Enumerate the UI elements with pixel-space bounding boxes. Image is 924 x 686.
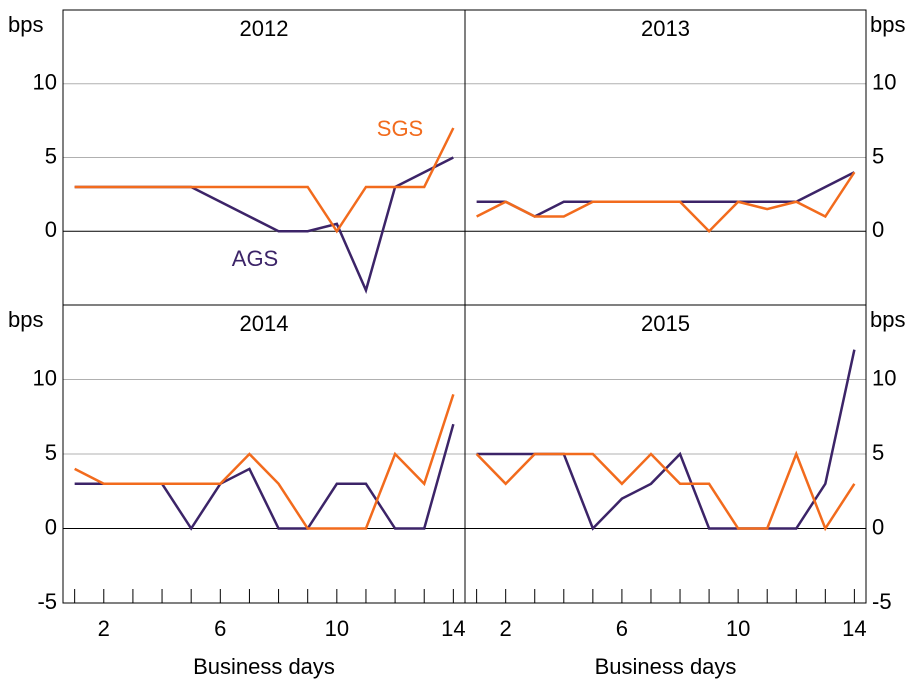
series-label: SGS <box>377 116 423 141</box>
series-line <box>475 450 856 532</box>
x-axis-label: Business days <box>193 654 335 679</box>
x-tick-label: 2 <box>98 616 110 641</box>
series-line <box>476 349 856 531</box>
y-axis-unit: bps <box>8 307 43 332</box>
y-tick-label: -5 <box>37 589 57 614</box>
y-tick-label: 10 <box>33 365 57 390</box>
x-axis-label: Business days <box>595 654 737 679</box>
y-tick-label: 10 <box>872 70 896 95</box>
y-axis-unit: bps <box>870 12 905 37</box>
x-tick-label: 10 <box>325 616 349 641</box>
y-tick-label: 5 <box>45 143 57 168</box>
y-tick-label: 5 <box>872 143 884 168</box>
series-line <box>74 394 455 530</box>
panel-title: 2013 <box>641 16 690 41</box>
panel-title: 2012 <box>240 16 289 41</box>
y-tick-label: 0 <box>45 514 57 539</box>
panel-title: 2014 <box>240 311 289 336</box>
series-line <box>476 171 856 234</box>
x-tick-label: 14 <box>441 616 465 641</box>
y-tick-label: 0 <box>45 217 57 242</box>
series-line <box>476 171 855 218</box>
panel-title: 2015 <box>641 311 690 336</box>
x-tick-label: 2 <box>500 616 512 641</box>
y-tick-label: 0 <box>872 217 884 242</box>
y-tick-label: 10 <box>872 365 896 390</box>
y-axis-unit: bps <box>870 307 905 332</box>
series-line <box>74 423 455 531</box>
x-tick-label: 14 <box>842 616 866 641</box>
y-tick-label: 5 <box>872 440 884 465</box>
y-tick-label: 0 <box>872 514 884 539</box>
y-tick-label: 5 <box>45 440 57 465</box>
panel-frame <box>464 304 867 604</box>
y-axis-unit: bps <box>8 12 43 37</box>
y-tick-label: -5 <box>872 589 892 614</box>
series-line <box>74 127 455 234</box>
series-label: AGS <box>232 246 278 271</box>
x-tick-label: 6 <box>616 616 628 641</box>
y-tick-label: 10 <box>33 70 57 95</box>
x-tick-label: 10 <box>726 616 750 641</box>
x-tick-label: 6 <box>214 616 226 641</box>
